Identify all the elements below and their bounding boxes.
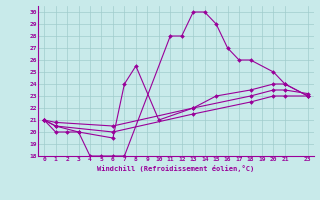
X-axis label: Windchill (Refroidissement éolien,°C): Windchill (Refroidissement éolien,°C) — [97, 165, 255, 172]
